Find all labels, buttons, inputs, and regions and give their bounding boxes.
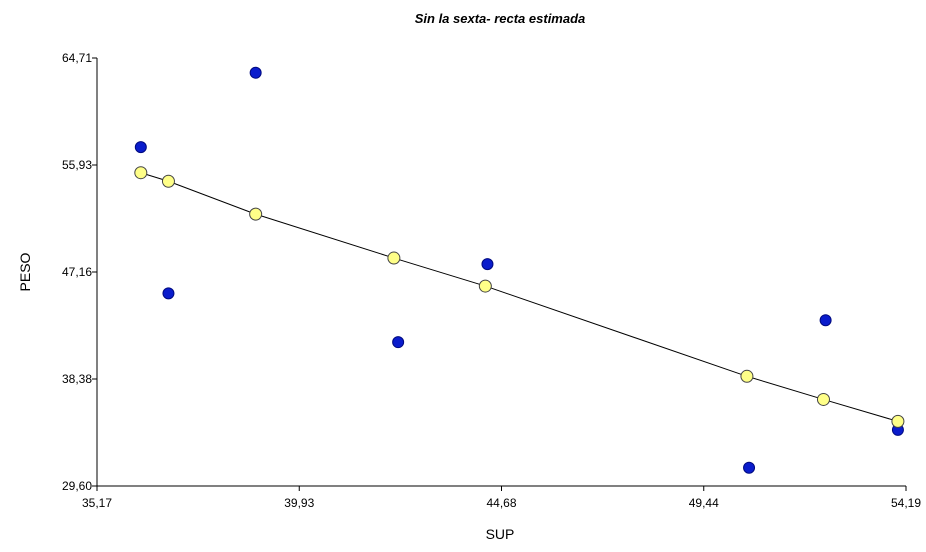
- series-layer: [134, 66, 905, 474]
- fitted-point: [161, 174, 175, 188]
- observed-point: [249, 66, 262, 79]
- fitted-point: [134, 166, 148, 180]
- y-axis-label: PESO: [17, 252, 33, 291]
- fitted-point: [891, 414, 905, 428]
- x-axis-label: SUP: [486, 526, 515, 542]
- observed-point: [481, 258, 494, 271]
- y-tick-label: 64,71: [62, 51, 92, 65]
- y-tick-label: 55,93: [62, 158, 92, 172]
- fitted-line: [140, 172, 899, 422]
- observed-point: [134, 141, 147, 154]
- fitted-point: [740, 369, 754, 383]
- fitted-point: [249, 207, 263, 221]
- observed-point: [392, 336, 405, 349]
- x-tick-label: 35,17: [82, 496, 112, 510]
- observed-point: [162, 287, 175, 300]
- x-tick-label: 49,44: [689, 496, 719, 510]
- y-tick-label: 38,38: [62, 372, 92, 386]
- y-tick-label: 29,60: [62, 479, 92, 493]
- fitted-point: [387, 251, 401, 265]
- fitted-point: [478, 279, 492, 293]
- y-axis-ticks: 29,60 38,38 47,16 55,93 64,71: [62, 51, 97, 493]
- chart-title: Sin la sexta- recta estimada: [415, 11, 586, 26]
- x-tick-label: 54,19: [891, 496, 921, 510]
- x-tick-label: 44,68: [486, 496, 516, 510]
- x-axis-ticks: 35,17 39,93 44,68 49,44 54,19: [82, 486, 921, 510]
- plot-area: [96, 58, 906, 487]
- y-tick-label: 47,16: [62, 265, 92, 279]
- fitted-point: [816, 392, 830, 406]
- x-tick-label: 39,93: [284, 496, 314, 510]
- observed-point: [819, 314, 832, 327]
- observed-point: [743, 461, 756, 474]
